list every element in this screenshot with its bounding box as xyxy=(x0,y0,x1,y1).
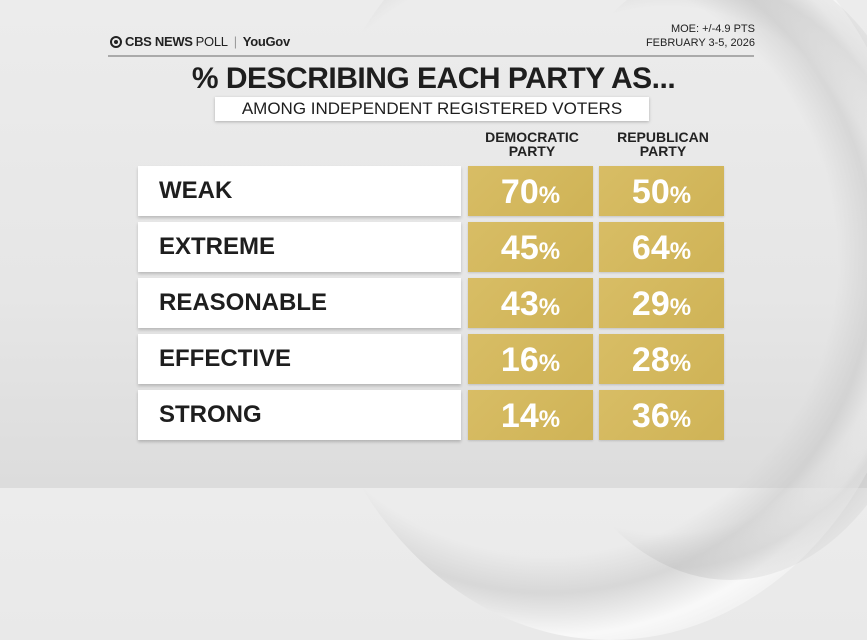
republican-value: 28% xyxy=(599,334,724,384)
poll-dates: FEBRUARY 3-5, 2026 xyxy=(645,37,755,49)
column-header-line1: DEMOCRATIC xyxy=(485,129,579,145)
democratic-value: 45% xyxy=(468,222,593,272)
democratic-value: 16% xyxy=(468,334,593,384)
democratic-value: 70% xyxy=(468,166,593,216)
margin-of-error: MOE: +/-4.9 PTS xyxy=(670,23,755,35)
democratic-value: 43% xyxy=(468,278,593,328)
republican-value: 50% xyxy=(599,166,724,216)
cbs-eye-icon xyxy=(110,35,122,48)
row-label: EFFECTIVE xyxy=(138,334,461,384)
column-header-democratic: DEMOCRATIC PARTY xyxy=(468,130,596,158)
logo-separator: | xyxy=(233,34,237,49)
chart-title: % DESCRIBING EACH PARTY AS... xyxy=(191,62,676,95)
republican-value: 29% xyxy=(599,278,724,328)
logo-secondary: POLL xyxy=(195,34,228,49)
row-label: STRONG xyxy=(138,390,461,440)
democratic-value: 14% xyxy=(468,390,593,440)
column-header-republican: REPUBLICAN PARTY xyxy=(599,130,727,158)
column-header-line2: PARTY xyxy=(508,143,556,159)
row-label: REASONABLE xyxy=(138,278,461,328)
republican-value: 64% xyxy=(599,222,724,272)
logo-primary: CBS NEWS xyxy=(125,34,193,49)
chart-subtitle: AMONG INDEPENDENT REGISTERED VOTERS xyxy=(215,97,649,121)
column-header-line2: PARTY xyxy=(639,143,687,159)
column-header-line1: REPUBLICAN xyxy=(617,129,709,145)
row-label: EXTREME xyxy=(138,222,461,272)
row-label: WEAK xyxy=(138,166,461,216)
poll-meta: MOE: +/-4.9 PTS FEBRUARY 3-5, 2026 xyxy=(646,22,755,50)
cbs-news-poll-logo: CBS NEWS POLL | YouGov xyxy=(110,34,290,49)
header-divider xyxy=(108,55,754,57)
republican-value: 36% xyxy=(599,390,724,440)
logo-partner: YouGov xyxy=(242,34,290,49)
